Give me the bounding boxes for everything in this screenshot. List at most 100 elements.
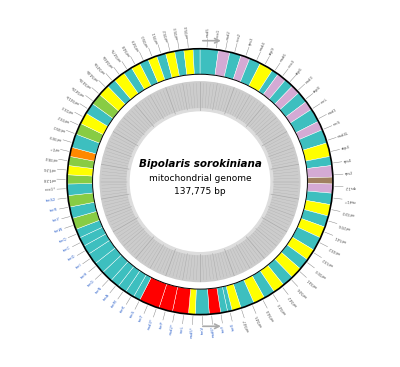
Text: orf054: orf054: [184, 25, 189, 38]
Wedge shape: [249, 63, 272, 92]
Wedge shape: [84, 234, 110, 254]
Wedge shape: [172, 287, 191, 314]
Wedge shape: [86, 103, 113, 126]
Text: nad4: nad4: [259, 41, 267, 51]
Wedge shape: [240, 58, 260, 86]
Text: orf128: orf128: [42, 177, 56, 181]
Wedge shape: [286, 102, 312, 123]
Text: orf045: orf045: [255, 314, 263, 327]
Text: orf033: orf033: [61, 103, 74, 113]
Text: nad3: nad3: [304, 75, 314, 84]
Wedge shape: [215, 50, 230, 77]
Text: nad5: nad5: [206, 28, 210, 37]
Text: nad1*: nad1*: [343, 197, 356, 203]
Wedge shape: [68, 156, 94, 168]
Wedge shape: [301, 210, 328, 227]
Wedge shape: [195, 289, 209, 315]
Wedge shape: [263, 74, 286, 99]
Text: trnQ: trnQ: [58, 236, 68, 243]
Text: trnK: trnK: [120, 305, 127, 313]
Text: trnG: trnG: [86, 279, 96, 288]
Wedge shape: [140, 59, 158, 86]
Wedge shape: [103, 255, 128, 280]
Text: trnT: trnT: [138, 314, 145, 323]
Text: trnW: trnW: [54, 227, 64, 234]
Text: mitochondrial genome: mitochondrial genome: [149, 174, 251, 182]
Wedge shape: [134, 275, 151, 300]
Wedge shape: [287, 237, 314, 260]
Text: orf042b: orf042b: [71, 84, 86, 96]
Text: nad1: nad1: [327, 108, 337, 116]
Wedge shape: [76, 123, 104, 143]
Wedge shape: [233, 55, 250, 82]
Wedge shape: [307, 166, 333, 178]
Text: orf053: orf053: [173, 26, 179, 39]
Wedge shape: [296, 121, 322, 140]
Text: orf320: orf320: [341, 210, 354, 217]
Text: trnR: trnR: [50, 207, 58, 213]
Text: 137,775 bp: 137,775 bp: [174, 188, 226, 196]
Text: orf541: orf541: [333, 234, 347, 243]
Wedge shape: [222, 286, 232, 312]
Wedge shape: [303, 143, 330, 161]
Wedge shape: [252, 271, 274, 298]
Wedge shape: [92, 94, 119, 119]
Wedge shape: [188, 289, 196, 315]
Wedge shape: [68, 193, 94, 207]
Wedge shape: [184, 49, 194, 75]
Text: orf003: orf003: [314, 267, 327, 278]
Text: trnA: trnA: [102, 293, 110, 302]
Text: cox3: cox3: [288, 59, 296, 69]
Wedge shape: [208, 288, 221, 314]
Text: trnL: trnL: [180, 325, 184, 333]
Wedge shape: [275, 252, 300, 277]
Text: trnD: trnD: [68, 254, 77, 262]
Text: trnI: trnI: [75, 263, 83, 270]
Text: cox1: cox1: [216, 29, 221, 39]
Wedge shape: [275, 86, 299, 110]
Text: nad4L: nad4L: [337, 131, 350, 139]
Wedge shape: [157, 53, 172, 80]
Wedge shape: [226, 284, 241, 311]
Wedge shape: [148, 56, 165, 83]
Text: trnM: trnM: [110, 299, 119, 309]
Wedge shape: [67, 175, 93, 184]
Text: orf041: orf041: [306, 277, 318, 288]
Wedge shape: [76, 220, 103, 238]
Wedge shape: [268, 259, 292, 285]
Wedge shape: [126, 271, 146, 297]
Wedge shape: [80, 227, 106, 246]
Wedge shape: [280, 93, 306, 117]
Text: orf1*: orf1*: [49, 145, 60, 151]
Wedge shape: [233, 280, 254, 308]
Text: cox2: cox2: [236, 33, 242, 43]
Text: orf051: orf051: [152, 30, 160, 44]
Wedge shape: [306, 156, 332, 168]
Text: orf532: orf532: [322, 257, 335, 267]
Text: atp9: atp9: [268, 47, 276, 56]
Wedge shape: [297, 218, 325, 238]
Wedge shape: [258, 70, 278, 95]
Text: orf044b: orf044b: [85, 67, 99, 81]
Text: rrnL: rrnL: [320, 97, 329, 105]
Wedge shape: [260, 265, 284, 292]
Text: trnS: trnS: [129, 310, 136, 319]
Wedge shape: [88, 240, 115, 264]
Wedge shape: [67, 184, 93, 196]
Wedge shape: [100, 86, 125, 111]
Text: Bipolaris sorokiniana: Bipolaris sorokiniana: [138, 159, 262, 169]
Wedge shape: [217, 287, 228, 313]
Text: trnP: trnP: [159, 321, 164, 330]
Text: nad6*: nad6*: [211, 326, 216, 338]
Text: nad6: nad6: [279, 52, 288, 63]
Wedge shape: [307, 177, 333, 184]
Text: nad3*: nad3*: [147, 318, 155, 330]
Text: rrnS: rrnS: [332, 120, 341, 127]
Text: orf206: orf206: [338, 222, 351, 230]
Wedge shape: [290, 109, 318, 133]
Circle shape: [129, 111, 271, 253]
Wedge shape: [124, 68, 145, 94]
Wedge shape: [67, 166, 93, 176]
Text: orf041b: orf041b: [65, 93, 80, 105]
Wedge shape: [224, 52, 241, 80]
